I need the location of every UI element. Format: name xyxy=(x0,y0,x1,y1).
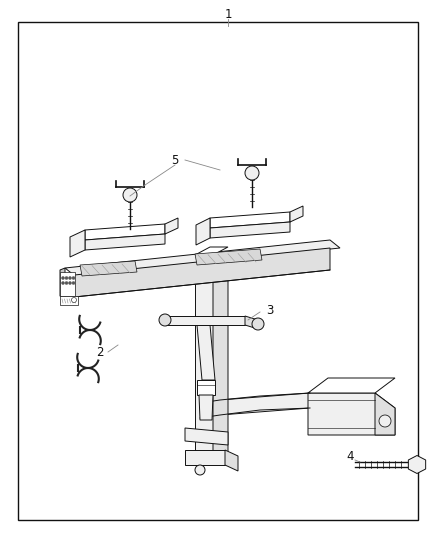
Text: 1: 1 xyxy=(224,7,232,20)
Circle shape xyxy=(252,318,264,330)
Circle shape xyxy=(72,281,75,285)
Polygon shape xyxy=(185,428,228,445)
Text: 5: 5 xyxy=(171,154,179,166)
Circle shape xyxy=(61,281,64,285)
Polygon shape xyxy=(60,272,75,296)
Text: 3: 3 xyxy=(266,303,274,317)
Polygon shape xyxy=(165,218,178,234)
Circle shape xyxy=(195,465,205,475)
Polygon shape xyxy=(408,456,426,473)
Polygon shape xyxy=(165,316,245,325)
Polygon shape xyxy=(195,249,262,265)
Polygon shape xyxy=(210,222,290,238)
Polygon shape xyxy=(220,393,310,415)
Circle shape xyxy=(123,188,137,202)
Polygon shape xyxy=(185,450,225,465)
Polygon shape xyxy=(245,316,258,329)
Polygon shape xyxy=(197,380,215,395)
Polygon shape xyxy=(195,255,213,455)
Polygon shape xyxy=(210,212,290,228)
Polygon shape xyxy=(65,240,340,276)
Polygon shape xyxy=(85,224,165,240)
Circle shape xyxy=(72,277,75,279)
Polygon shape xyxy=(195,247,228,255)
Circle shape xyxy=(65,277,68,279)
Polygon shape xyxy=(85,234,165,250)
Polygon shape xyxy=(200,400,220,425)
Polygon shape xyxy=(225,450,238,471)
Polygon shape xyxy=(196,218,210,245)
Polygon shape xyxy=(199,395,213,420)
Circle shape xyxy=(379,415,391,427)
Polygon shape xyxy=(308,378,395,393)
Polygon shape xyxy=(197,325,215,380)
Polygon shape xyxy=(213,255,228,462)
Text: 2: 2 xyxy=(96,345,104,359)
Polygon shape xyxy=(60,296,78,305)
Polygon shape xyxy=(80,261,137,276)
Circle shape xyxy=(245,166,259,180)
Polygon shape xyxy=(308,393,395,435)
Text: 4: 4 xyxy=(346,450,354,464)
Polygon shape xyxy=(375,393,395,435)
Circle shape xyxy=(159,314,171,326)
Circle shape xyxy=(71,297,77,303)
Circle shape xyxy=(65,281,68,285)
Polygon shape xyxy=(70,230,85,257)
Circle shape xyxy=(68,281,71,285)
Polygon shape xyxy=(60,268,65,298)
Circle shape xyxy=(61,277,64,279)
Polygon shape xyxy=(65,248,330,298)
Polygon shape xyxy=(290,206,303,222)
FancyBboxPatch shape xyxy=(18,22,418,520)
Circle shape xyxy=(68,277,71,279)
